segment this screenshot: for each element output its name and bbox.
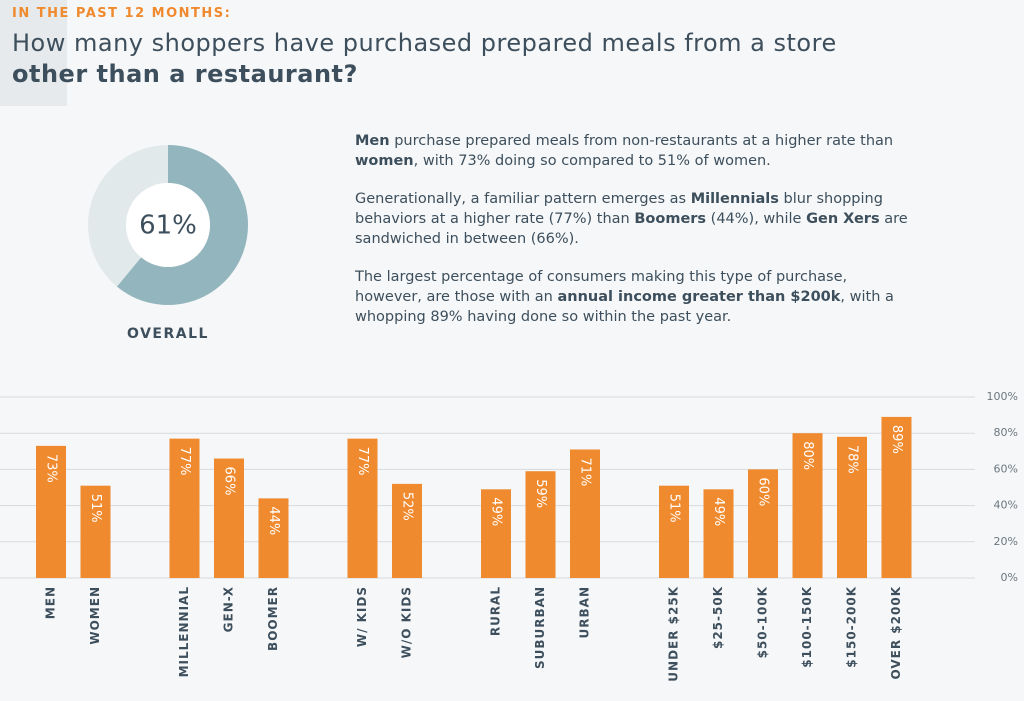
- bar: [347, 438, 378, 578]
- text-segment: , with 73% doing so compared to 51% of w…: [413, 153, 771, 169]
- x-tick-label: $100-150K: [800, 586, 814, 668]
- value-label: 66%: [222, 467, 237, 496]
- bar: [570, 449, 600, 578]
- x-tick-label: URBAN: [578, 586, 592, 638]
- x-tick-label: $150-200K: [845, 586, 859, 668]
- bar: [748, 469, 778, 578]
- paragraph: Generationally, a familiar pattern emerg…: [355, 189, 915, 249]
- x-tick-label: RURAL: [489, 586, 503, 636]
- value-label: 52%: [400, 492, 415, 521]
- x-tick-label: GEN-X: [222, 586, 236, 632]
- x-tick-label: SUBURBAN: [533, 586, 547, 669]
- value-label: 77%: [355, 447, 370, 476]
- value-label: 78%: [845, 445, 860, 474]
- y-tick-label: 80%: [994, 426, 1018, 439]
- text-segment: Generationally, a familiar pattern emerg…: [355, 191, 691, 207]
- text-segment: The largest percentage of consumers maki…: [355, 269, 848, 305]
- bar: [258, 498, 289, 578]
- value-label: 51%: [667, 494, 682, 523]
- text-segment: Gen Xers: [806, 211, 880, 227]
- value-label: 77%: [177, 447, 192, 476]
- bar: [80, 485, 111, 578]
- bar: [525, 471, 556, 578]
- title: How many shoppers have purchased prepare…: [12, 28, 837, 90]
- x-tick-label: $50-100K: [756, 586, 770, 658]
- corner-block: [0, 0, 67, 106]
- bar: [36, 445, 66, 578]
- value-label: 80%: [800, 441, 815, 470]
- bar: [837, 436, 867, 578]
- text-segment: (44%), while: [706, 211, 807, 227]
- y-tick-label: 0%: [1001, 571, 1018, 584]
- x-tick-label: W/ KIDS: [355, 586, 369, 647]
- text-segment: annual income greater than $200k: [557, 289, 841, 305]
- x-tick-label: OVER $200K: [889, 586, 903, 679]
- value-label: 59%: [533, 479, 548, 508]
- y-tick-label: 60%: [994, 462, 1018, 475]
- donut-value: 61%: [139, 211, 197, 241]
- x-tick-label: BOOMER: [266, 586, 280, 651]
- value-label: 60%: [756, 477, 771, 506]
- value-label: 49%: [711, 497, 726, 526]
- text-segment: blur shopping behaviors at a higher rate…: [355, 191, 883, 227]
- bar: [659, 485, 689, 578]
- value-label: 73%: [44, 454, 59, 483]
- x-tick-label: MEN: [44, 586, 58, 619]
- donut-label: OVERALL: [127, 326, 209, 342]
- value-label: 71%: [578, 457, 593, 486]
- bar: [881, 416, 912, 578]
- title-line: other than a restaurant?: [12, 60, 358, 88]
- value-label: 89%: [889, 425, 904, 454]
- x-tick-label: WOMEN: [88, 586, 102, 645]
- bar: [169, 438, 200, 578]
- x-tick-label: W/O KIDS: [400, 586, 414, 658]
- kicker: IN THE PAST 12 MONTHS:: [12, 6, 232, 21]
- bar: [481, 489, 511, 578]
- donut-hole: [126, 183, 210, 267]
- x-tick-label: MILLENNIAL: [177, 586, 191, 677]
- text-segment: are sandwiched in between (66%).: [355, 211, 908, 247]
- text-segment: , with a whopping 89% having done so wit…: [355, 289, 894, 325]
- value-label: 44%: [266, 506, 281, 535]
- y-tick-label: 20%: [994, 535, 1018, 548]
- x-tick-label: $25-50K: [711, 586, 725, 649]
- paragraph: Men purchase prepared meals from non-res…: [355, 131, 915, 171]
- paragraph: The largest percentage of consumers maki…: [355, 267, 915, 327]
- y-tick-label: 100%: [987, 390, 1018, 403]
- y-tick-label: 40%: [994, 499, 1018, 512]
- bar: [214, 458, 244, 578]
- text-block: Men purchase prepared meals from non-res…: [355, 131, 915, 345]
- title-line: How many shoppers have purchased prepare…: [12, 29, 837, 57]
- value-label: 51%: [88, 494, 103, 523]
- bar: [792, 433, 823, 578]
- text-segment: purchase prepared meals from non-restaur…: [389, 133, 894, 149]
- x-tick-label: UNDER $25K: [667, 586, 681, 682]
- text-segment: Men: [355, 133, 390, 149]
- text-segment: Boomers: [634, 211, 707, 227]
- value-label: 49%: [489, 497, 504, 526]
- text-segment: Millennials: [690, 191, 779, 207]
- text-segment: women: [355, 153, 414, 169]
- bar: [392, 483, 422, 578]
- bar: [703, 489, 734, 578]
- donut-arc: [117, 145, 248, 305]
